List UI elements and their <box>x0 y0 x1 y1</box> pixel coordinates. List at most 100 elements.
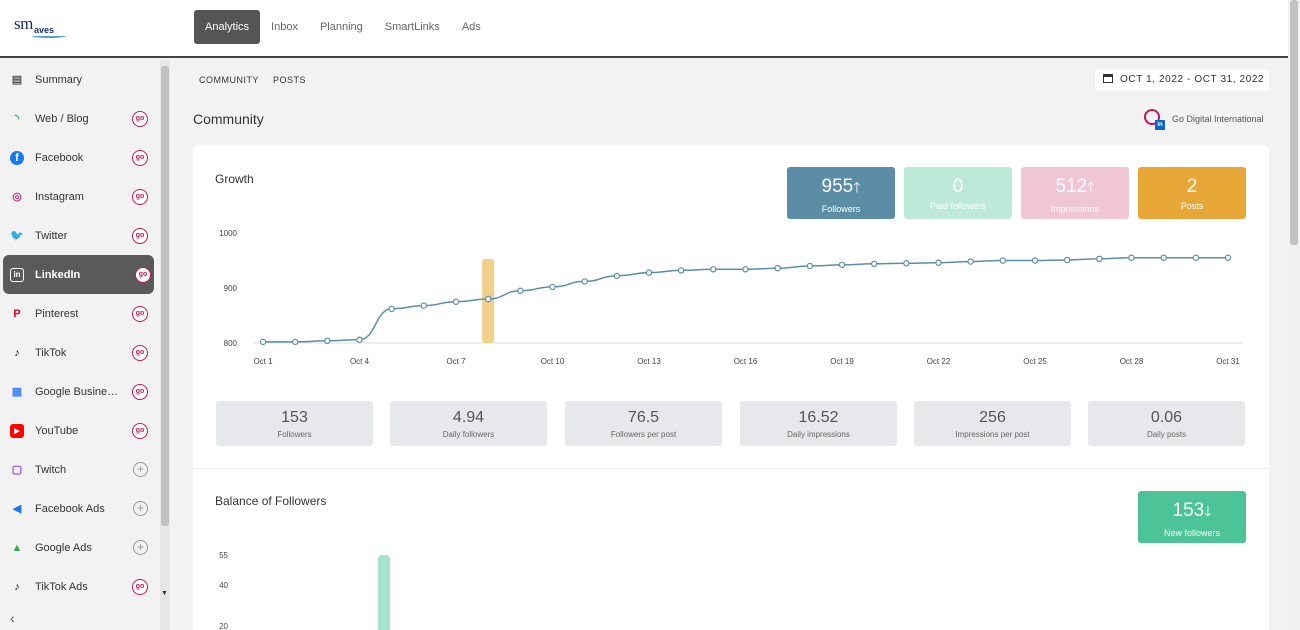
data-point <box>517 287 524 294</box>
sidebar-item-facebook[interactable]: f Facebook go <box>0 138 160 177</box>
data-point <box>452 298 460 305</box>
tab-community[interactable]: COMMUNITY <box>199 75 259 85</box>
sidebar-item-label: Facebook Ads <box>35 502 105 515</box>
scroll-down-icon[interactable]: ▼ <box>161 590 168 597</box>
impressions-stat-label: Impressions <box>1050 204 1100 214</box>
add-circle-icon[interactable]: + <box>133 501 148 516</box>
data-point <box>1224 254 1232 261</box>
balance-bar-chart: 55 40 20 <box>219 551 390 630</box>
metric-daily-followers: 4.94 Daily followers <box>390 401 547 446</box>
metric-value: 256 <box>979 409 1006 426</box>
x-tick-label: Oct 13 <box>637 357 661 366</box>
go-digital-badge-icon: go <box>132 111 148 127</box>
data-point <box>581 278 588 285</box>
nav-inbox[interactable]: Inbox <box>271 21 298 33</box>
sidebar-item-label: Google Ads <box>35 541 92 554</box>
impressions-stat[interactable]: 512🡑 Impressions <box>1021 167 1129 219</box>
sidebar-item-instagram[interactable]: ◎ Instagram go <box>0 177 160 216</box>
account-selector[interactable]: in Go Digital International <box>1144 109 1264 130</box>
go-digital-badge-icon: go <box>132 384 148 400</box>
logo-waves-text: aves <box>34 25 55 35</box>
posts-stat[interactable]: 2 Posts <box>1138 167 1246 219</box>
sidebar-item-tiktok-ads[interactable]: ♪ TikTok Ads go <box>0 567 160 606</box>
facebook-icon: f <box>10 150 24 165</box>
posts-stat-value: 2 <box>1186 176 1198 197</box>
go-digital-badge-icon: go <box>132 423 148 439</box>
megaphone-icon: ◀ <box>12 503 22 515</box>
page-scrollbar[interactable] <box>1288 0 1300 630</box>
linkedin-icon: in <box>1155 120 1165 130</box>
nav-planning[interactable]: Planning <box>319 21 363 33</box>
sidebar-item-linkedin[interactable]: in LinkedIn go <box>3 255 154 294</box>
metric-label: Daily posts <box>1146 430 1187 439</box>
top-bar: sm aves Analytics Inbox Planning SmartLi… <box>0 0 1288 58</box>
x-tick-label: Oct 16 <box>734 357 758 366</box>
tab-posts[interactable]: POSTS <box>273 75 307 85</box>
sidebar-item-tiktok[interactable]: ♪ TikTok go <box>0 333 160 372</box>
data-point <box>935 259 942 266</box>
metric-impressions-per-post: 256 Impressions per post <box>914 401 1071 446</box>
twitch-icon: ▢ <box>11 464 23 476</box>
youtube-icon: ▶ <box>10 423 24 438</box>
followers-stat[interactable]: 955🡑 Followers <box>787 167 895 219</box>
sidebar-item-label: Twitch <box>35 463 67 476</box>
metric-label: Followers <box>277 430 312 439</box>
data-point <box>356 336 363 343</box>
data-point <box>1192 254 1200 261</box>
paid-followers-stat[interactable]: 0 Paid followers <box>904 167 1012 219</box>
sidebar-scroll-thumb[interactable] <box>161 66 169 526</box>
data-point <box>1031 257 1039 264</box>
arrow-down-icon: 🡓 <box>1204 503 1212 519</box>
nav-analytics[interactable]: Analytics <box>194 10 261 44</box>
metric-value: 76.5 <box>627 409 660 426</box>
account-avatar-icon: in <box>1144 109 1165 130</box>
data-point <box>1128 254 1135 261</box>
new-followers-stat-value: 153 <box>1172 500 1205 521</box>
add-circle-icon[interactable]: + <box>133 540 148 555</box>
page-title: Community <box>193 111 264 127</box>
paid-followers-stat-value: 0 <box>952 176 964 197</box>
data-point <box>806 262 814 270</box>
logo-sm-text: sm <box>14 14 33 33</box>
sidebar-item-label: Google Business... <box>35 385 123 398</box>
sidebar-item-twitter[interactable]: 🐦 Twitter go <box>0 216 160 255</box>
y-tick-label: 40 <box>219 581 228 590</box>
x-tick-label: Oct 10 <box>541 357 565 366</box>
data-point <box>259 338 267 346</box>
y-tick-label: 1000 <box>219 229 237 238</box>
go-digital-badge-icon: go <box>132 345 148 361</box>
main-nav: Analytics Inbox Planning SmartLinks Ads <box>194 10 492 44</box>
collapse-sidebar-icon[interactable]: ‹ <box>10 610 15 626</box>
data-point <box>774 264 781 272</box>
sidebar-item-google-ads[interactable]: ▲ Google Ads + <box>0 528 160 567</box>
posts-stat-label: Posts <box>1180 201 1204 211</box>
smwaves-logo[interactable]: sm aves <box>14 14 74 42</box>
sidebar-scrollbar[interactable]: ▼ <box>160 60 170 630</box>
growth-line-chart: 800 900 1000 Oct 1 Oct 4 Oct 7 Oct 10 Oct 13 Oct… <box>219 229 1243 366</box>
sidebar-item-google-business[interactable]: ▦ Google Business... go <box>0 372 160 411</box>
sidebar-item-label: TikTok Ads <box>35 580 88 593</box>
sidebar-item-facebook-ads[interactable]: ◀ Facebook Ads + <box>0 489 160 528</box>
nav-smartlinks[interactable]: SmartLinks <box>384 21 440 33</box>
sidebar-item-pinterest[interactable]: P Pinterest go <box>0 294 160 333</box>
new-followers-stat-label: New followers <box>1163 528 1221 538</box>
add-circle-icon[interactable]: + <box>133 462 148 477</box>
sidebar-item-label: Web / Blog <box>35 112 89 125</box>
google-ads-icon: ▲ <box>11 541 23 554</box>
balance-title: Balance of Followers <box>215 494 327 508</box>
new-followers-stat[interactable]: 153🡓 New followers <box>1138 491 1246 543</box>
sidebar-item-twitch[interactable]: ▢ Twitch + <box>0 450 160 489</box>
data-point <box>1063 256 1071 264</box>
date-range-button[interactable]: OCT 1, 2022 - OCT 31, 2022 <box>1095 69 1269 91</box>
sidebar-item-youtube[interactable]: ▶ YouTube go <box>0 411 160 450</box>
community-card: Growth 955🡑 Followers 0 Paid followers 5… <box>193 145 1269 630</box>
nav-ads[interactable]: Ads <box>461 21 481 33</box>
sidebar-item-summary[interactable]: ▤ Summary <box>0 60 160 99</box>
date-range-text: OCT 1, 2022 - OCT 31, 2022 <box>1120 74 1265 85</box>
page-scroll-thumb[interactable] <box>1290 0 1298 245</box>
arrow-up-icon: 🡑 <box>853 179 861 195</box>
x-tick-label: Oct 4 <box>350 357 370 366</box>
followers-stat-value: 955 <box>821 176 854 197</box>
sidebar-item-web-blog[interactable]: ◝ Web / Blog go <box>0 99 160 138</box>
balance-bar <box>378 555 390 630</box>
